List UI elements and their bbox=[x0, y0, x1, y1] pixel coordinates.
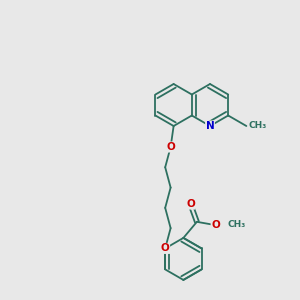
Text: O: O bbox=[211, 220, 220, 230]
Text: CH₃: CH₃ bbox=[248, 122, 267, 130]
Text: CH₃: CH₃ bbox=[227, 220, 246, 229]
Text: N: N bbox=[206, 121, 214, 131]
Text: O: O bbox=[166, 142, 175, 152]
Text: O: O bbox=[186, 199, 195, 209]
Text: O: O bbox=[161, 243, 170, 254]
